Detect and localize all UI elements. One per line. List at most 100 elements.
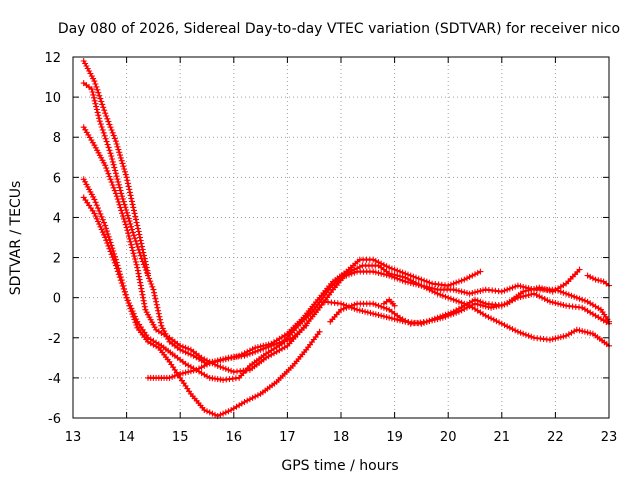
data-point [137, 252, 144, 259]
data-point [190, 367, 197, 374]
data-point [102, 162, 109, 169]
data-point [284, 336, 291, 343]
data-point [134, 244, 141, 250]
y-tick-label: -6 [48, 412, 61, 427]
data-point [573, 326, 580, 333]
data-point [179, 343, 186, 350]
data-point [151, 289, 158, 296]
chart-title: Day 080 of 2026, Sidereal Day-to-day VTE… [58, 21, 620, 37]
series-layer [80, 58, 612, 419]
data-point [103, 113, 110, 119]
data-point [103, 165, 110, 172]
data-point [372, 311, 379, 318]
data-point [125, 233, 132, 240]
data-point [340, 301, 347, 308]
data-point [394, 275, 401, 282]
data-point [125, 183, 132, 190]
data-point [394, 316, 401, 323]
data-point [126, 186, 133, 193]
data-point [506, 298, 513, 305]
x-tick-label: 18 [333, 430, 350, 445]
data-point [343, 302, 350, 309]
x-tick-label: 23 [601, 430, 618, 445]
data-point [107, 248, 114, 255]
data-point [105, 233, 112, 240]
data-point [92, 199, 99, 206]
data-point [142, 267, 149, 273]
data-point [96, 118, 103, 125]
data-point [249, 349, 256, 356]
data-point [124, 180, 131, 187]
data-point [418, 276, 425, 283]
data-point [88, 86, 95, 93]
data-point [115, 198, 122, 205]
data-point [367, 310, 374, 316]
data-point [108, 251, 115, 258]
data-point [539, 285, 545, 292]
data-point [528, 291, 535, 298]
x-tick-label: 19 [386, 430, 403, 445]
data-point [145, 272, 151, 279]
data-point [118, 207, 125, 214]
data-point [154, 304, 161, 311]
data-point [279, 338, 285, 345]
data-point [461, 289, 468, 296]
data-point [136, 273, 142, 280]
data-point [121, 166, 128, 172]
data-point [91, 142, 98, 149]
data-point [132, 319, 139, 326]
data-point [122, 204, 129, 211]
data-point [426, 317, 433, 324]
data-point [378, 303, 385, 310]
data-point [133, 322, 140, 328]
data-point [136, 276, 143, 283]
data-point [498, 320, 505, 327]
data-point [131, 207, 137, 214]
data-point [103, 237, 110, 244]
data-point [222, 409, 229, 416]
data-point [346, 303, 352, 310]
data-point [115, 271, 122, 278]
data-point [96, 92, 103, 99]
series-line [82, 126, 611, 373]
data-point [155, 310, 162, 317]
data-point [220, 364, 227, 371]
y-tick-labels: -6 -4 -2 0 2 4 6 8 10 12 [44, 51, 61, 427]
data-point [166, 374, 173, 381]
data-point [525, 332, 532, 339]
data-point [139, 291, 146, 298]
data-point [375, 269, 382, 276]
data-point [228, 367, 235, 374]
data-point [522, 292, 529, 299]
data-point [490, 316, 497, 323]
data-point [514, 328, 521, 335]
x-tick-label: 16 [226, 430, 243, 445]
data-point [126, 189, 133, 196]
data-point [137, 279, 144, 286]
data-point [455, 288, 462, 294]
data-point [106, 173, 113, 180]
data-point [340, 273, 347, 280]
data-point [217, 356, 224, 363]
series-track-1 [80, 58, 151, 277]
data-point [413, 274, 419, 281]
data-point [450, 286, 457, 293]
data-point [351, 269, 358, 276]
data-point [450, 280, 457, 287]
data-point [110, 184, 117, 191]
data-point [171, 372, 178, 379]
data-point [131, 253, 138, 260]
data-point [91, 97, 98, 104]
data-point [109, 254, 116, 261]
data-point [92, 213, 99, 220]
data-point [244, 351, 251, 358]
data-point [421, 277, 428, 284]
data-point [127, 305, 134, 312]
y-tick-label: 12 [44, 51, 61, 66]
data-point [134, 267, 141, 274]
data-point [130, 313, 137, 320]
data-point [111, 164, 118, 171]
data-point [124, 227, 131, 234]
data-point [348, 304, 355, 311]
